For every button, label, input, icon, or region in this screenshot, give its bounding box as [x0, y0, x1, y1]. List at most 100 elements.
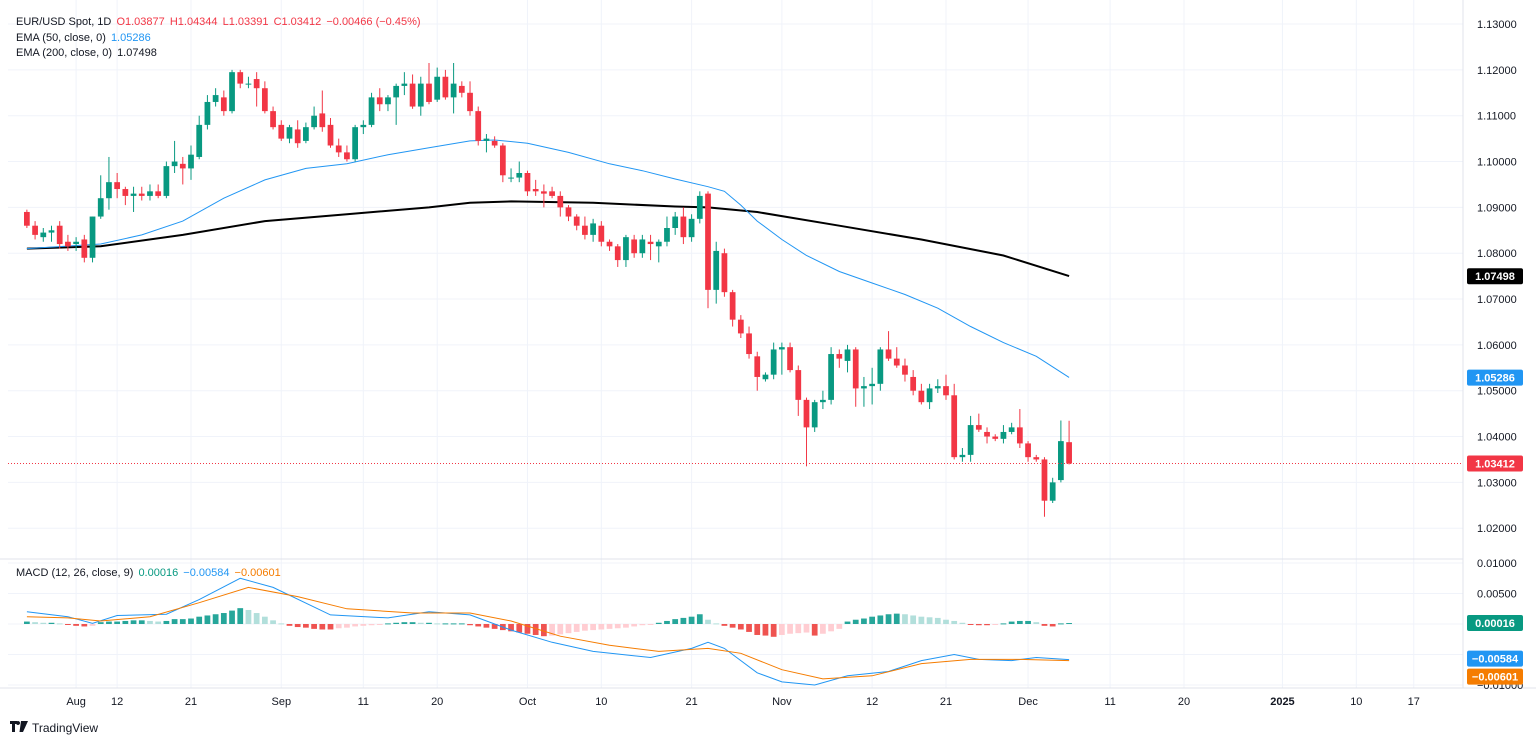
candle: [795, 365, 802, 416]
candle: [614, 244, 621, 267]
candle-body: [245, 83, 252, 85]
candle-body: [483, 138, 490, 141]
candle-body: [910, 376, 917, 391]
time-tick-label: 21: [685, 696, 697, 708]
candle-body: [442, 76, 449, 98]
candle-body: [516, 173, 523, 178]
candle-body: [122, 189, 129, 196]
macd-histogram-bar: [311, 624, 317, 629]
candle-body: [508, 177, 514, 179]
macd-histogram-bar: [573, 624, 580, 632]
price-tick-label: 1.12000: [1477, 65, 1517, 77]
candle: [885, 331, 892, 361]
candle: [106, 156, 112, 210]
macd-histogram-bar: [1066, 623, 1072, 625]
macd-histogram-bar: [869, 616, 876, 624]
candle: [565, 205, 572, 222]
candle-body: [672, 216, 679, 228]
candle-body: [1041, 459, 1048, 501]
candle-body: [401, 83, 408, 86]
candle-body: [261, 88, 268, 112]
candle: [508, 168, 514, 183]
macd-tag-text: −0.00601: [1472, 672, 1518, 684]
candle: [56, 221, 63, 249]
macd-histogram-bar: [951, 620, 958, 624]
candle: [877, 347, 884, 391]
macd-label: MACD (12, 26, close, 9): [16, 567, 134, 579]
candle: [631, 234, 638, 258]
candle: [729, 289, 736, 327]
candle-body: [65, 241, 71, 247]
candle-body: [48, 230, 55, 233]
candle-body: [943, 386, 949, 396]
macd-histogram-bar: [680, 617, 687, 624]
candle-body: [40, 232, 47, 238]
candle: [639, 234, 646, 258]
macd-histogram-bar: [401, 622, 408, 624]
candle-body: [902, 365, 908, 375]
candle: [1033, 454, 1040, 462]
candle-body: [1033, 457, 1040, 460]
macd-histogram-bar: [524, 624, 531, 634]
candle: [114, 173, 121, 199]
macd-histogram-bar: [992, 624, 999, 625]
candle: [450, 63, 457, 114]
candle: [713, 241, 720, 304]
candle-body: [877, 349, 884, 384]
tradingview-logo[interactable]: TradingView: [10, 720, 98, 735]
candle-body: [820, 399, 826, 403]
candle: [1025, 441, 1031, 462]
macd-histogram-bar: [762, 624, 769, 636]
candle: [557, 191, 564, 217]
macd-histogram-bar: [56, 623, 63, 625]
price-tag-text: 1.05286: [1475, 373, 1515, 385]
price-tick-label: 1.10000: [1477, 157, 1517, 169]
candle: [229, 69, 235, 114]
candle: [549, 186, 555, 199]
macd-histogram-bar: [270, 620, 276, 624]
price-tag-bg: [1467, 455, 1523, 472]
candle: [97, 175, 104, 219]
macd-histogram-bar: [106, 621, 112, 624]
macd-histogram-bar: [688, 616, 695, 624]
candle-body: [97, 198, 104, 217]
macd-histogram-bar: [1058, 623, 1064, 625]
macd-tag: −0.00601: [1467, 668, 1523, 685]
time-tick-label: 20: [431, 696, 443, 708]
candle-body: [220, 97, 227, 112]
macd-histogram-bar: [787, 624, 793, 634]
candle: [360, 120, 367, 135]
candle: [237, 69, 244, 89]
candle: [762, 372, 769, 382]
candle-body: [426, 83, 432, 102]
macd-histogram-bar: [943, 619, 949, 624]
candle: [1008, 422, 1015, 435]
candle-body: [647, 241, 654, 245]
candle-body: [163, 166, 170, 196]
macd-tag: −0.00584: [1467, 650, 1523, 667]
macd-histogram-bar: [286, 624, 293, 626]
macd-histogram-bar: [770, 624, 777, 637]
macd-histogram-bar: [89, 624, 96, 626]
time-tick-label: 17: [1408, 696, 1420, 708]
candle: [647, 234, 654, 261]
candle: [401, 72, 408, 96]
candle: [910, 370, 917, 396]
macd-histogram-bar: [188, 618, 194, 624]
candle-body: [368, 97, 375, 125]
macd-histogram-bar: [852, 619, 859, 624]
candle-body: [475, 111, 482, 141]
candle-body: [344, 152, 350, 160]
open-value: O1.03877: [116, 16, 165, 28]
candle: [861, 376, 867, 407]
candle: [434, 67, 441, 102]
macd-histogram-bar: [344, 624, 350, 628]
candle-body: [967, 425, 974, 455]
candle-body: [639, 239, 646, 254]
candle: [1049, 477, 1056, 503]
macd-histogram-bar: [606, 624, 613, 629]
candle-body: [270, 111, 276, 128]
candle-body: [844, 349, 851, 361]
candle: [967, 415, 974, 462]
